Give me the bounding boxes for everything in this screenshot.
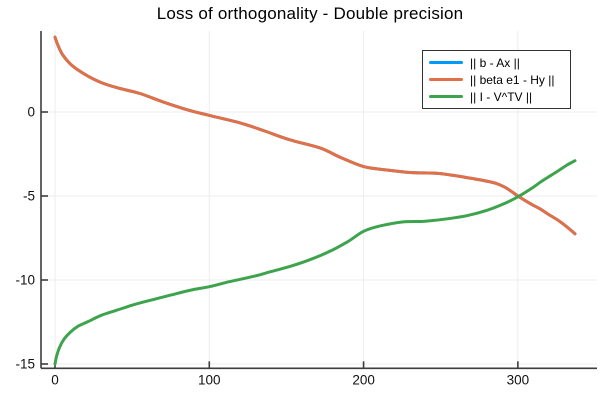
series-line-1 [53,35,577,236]
y-tick-label: -10 [15,273,35,288]
legend-item: || b - Ax || [429,54,564,71]
legend-line-swatch [429,94,463,99]
legend-item-label: || b - Ax || [470,55,520,70]
legend-item-label: || beta e1 - Hy || [470,72,555,87]
gridlines [41,31,597,369]
legend: || b - Ax || || beta e1 - Hy || || I - V^T… [422,50,571,109]
x-tick-label: 300 [507,372,530,387]
x-tick-label: 100 [198,372,221,387]
chart-title: Loss of orthogonality - Double precision [156,4,464,23]
series-line-2 [53,159,577,366]
legend-item: || beta e1 - Hy || [429,71,564,88]
y-tick-label: 0 [27,105,35,120]
tick-labels: 0 100 200 300 0 -5 -10 -15 [15,105,529,388]
legend-item: || I - V^TV || [429,88,564,105]
legend-line-swatch [429,77,463,82]
x-tick-label: 200 [352,372,375,387]
x-tick-label: 0 [51,372,59,387]
series-lines [53,35,577,366]
y-tick-label: -5 [23,189,35,204]
axes [40,31,597,370]
tick-marks [41,111,519,369]
legend-line-swatch [429,60,463,65]
y-tick-label: -15 [15,357,35,372]
legend-item-label: || I - V^TV || [470,89,533,104]
